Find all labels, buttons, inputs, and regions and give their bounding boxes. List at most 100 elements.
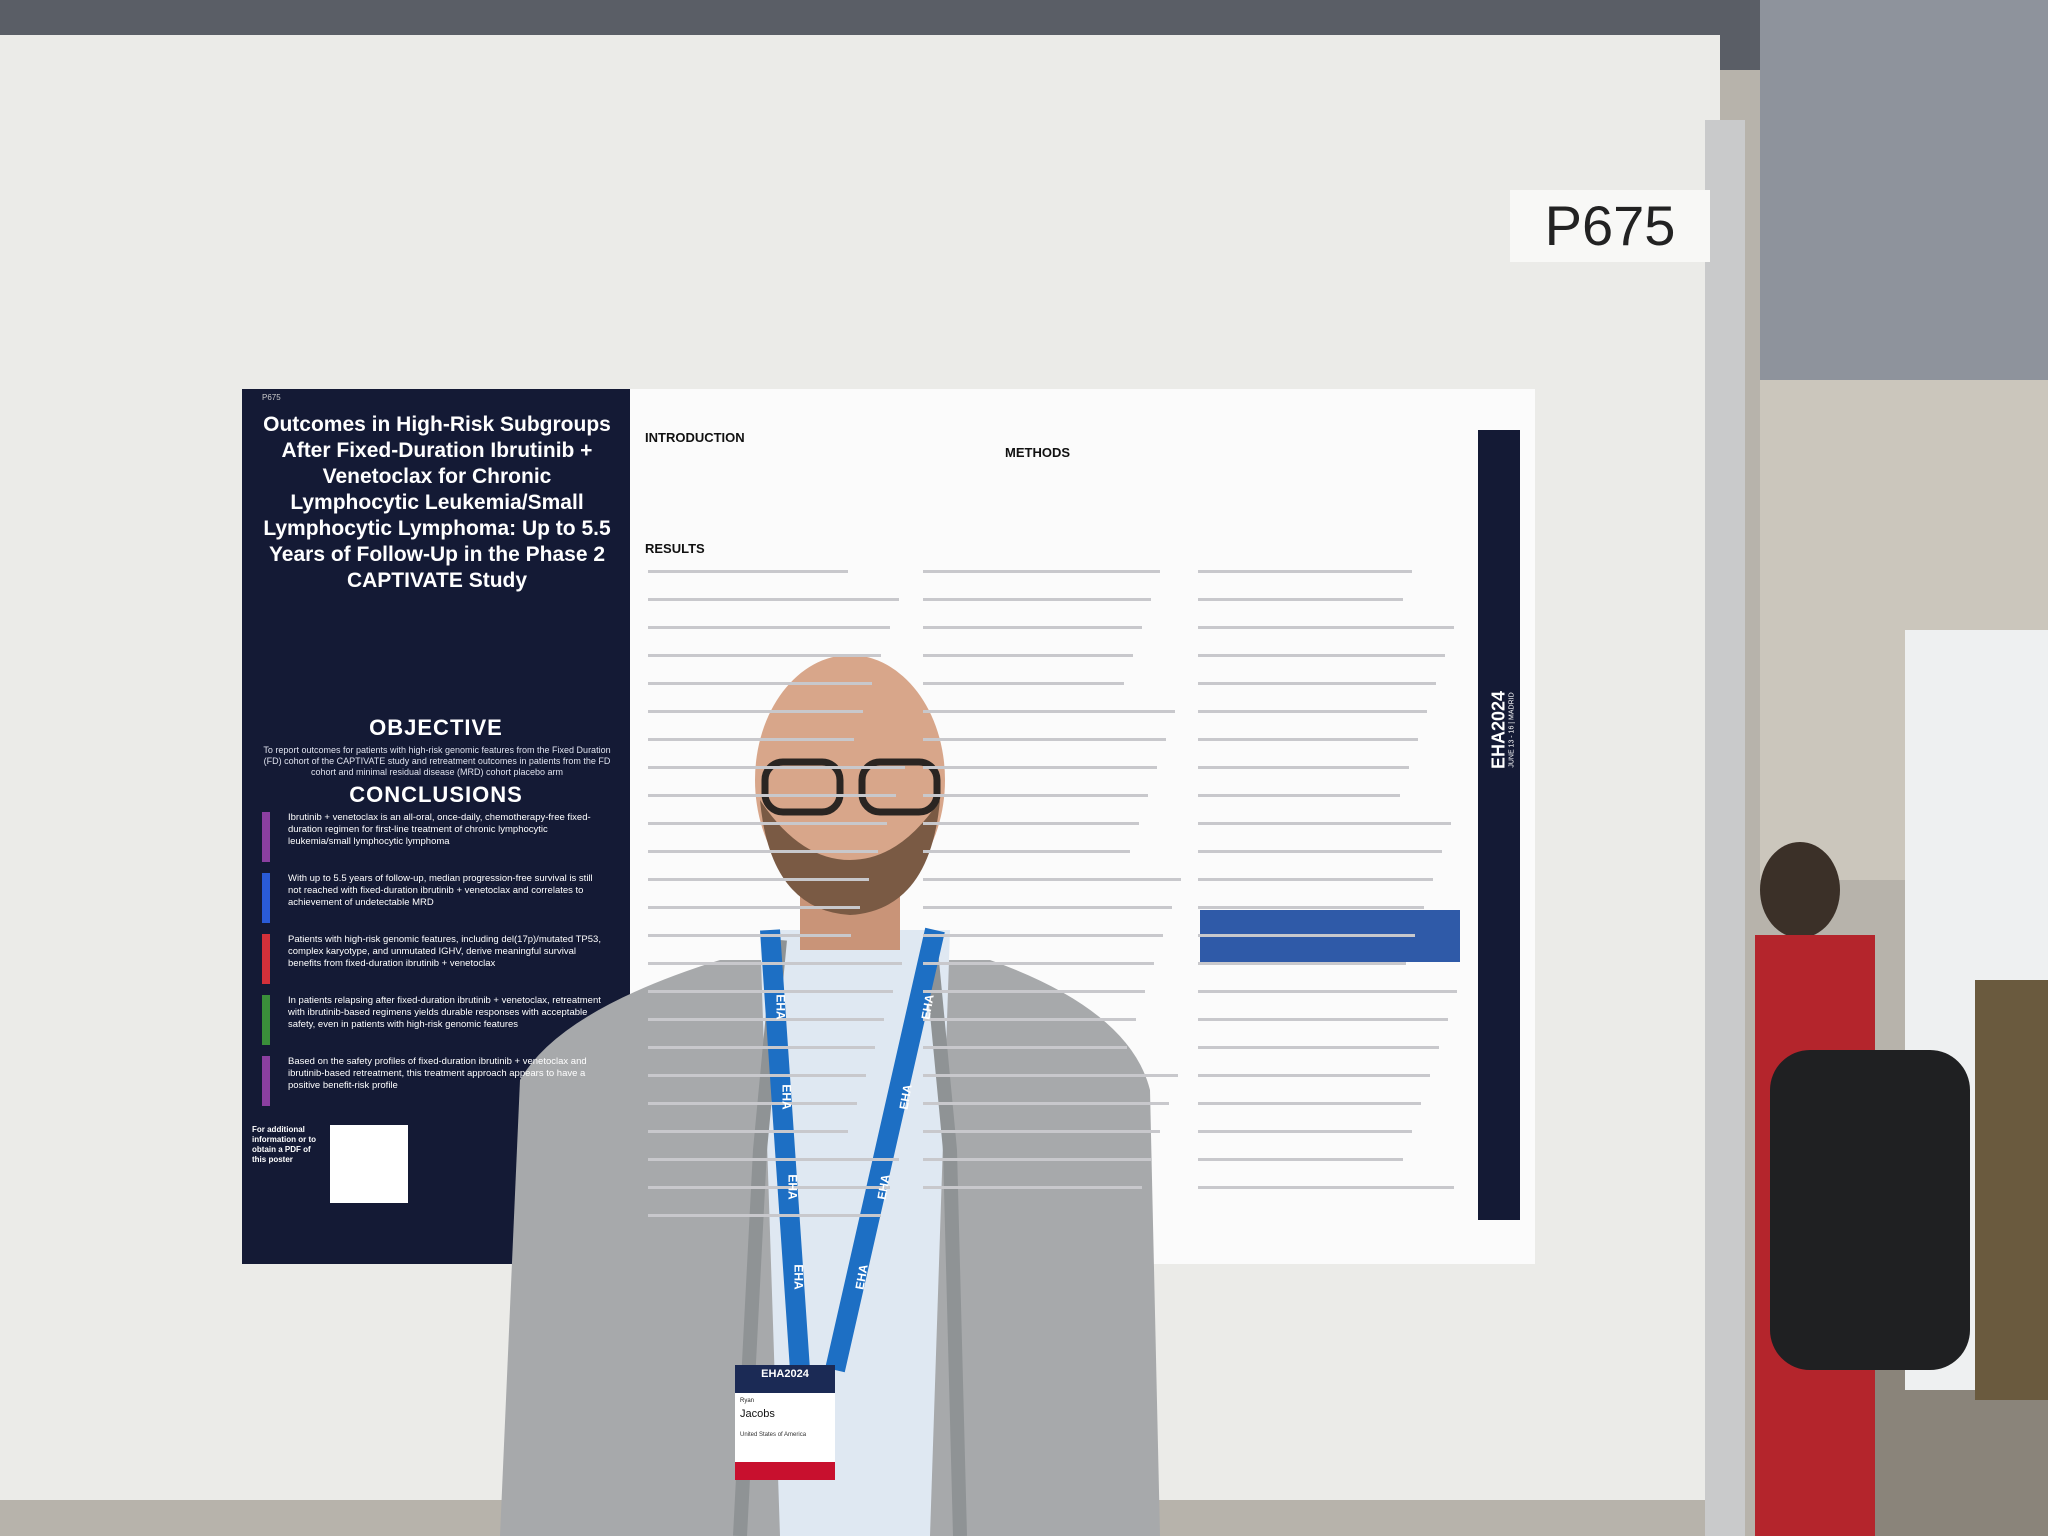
section-heading: INTRODUCTION <box>645 430 745 445</box>
text-line <box>648 1186 890 1189</box>
section-heading: METHODS <box>1005 445 1070 460</box>
text-line <box>1198 1130 1412 1133</box>
text-line <box>1198 1046 1439 1049</box>
conclusion: Ibrutinib + venetoclax is an all-oral, o… <box>262 812 607 862</box>
visitor <box>1975 980 2048 1400</box>
text-line <box>1198 822 1451 825</box>
text-line <box>648 878 869 881</box>
pdf-note: For additional information or to obtain … <box>252 1125 316 1164</box>
text-line <box>1198 1102 1421 1105</box>
objective-text: To report outcomes for patients with hig… <box>263 745 611 777</box>
text-line <box>923 906 1172 909</box>
visitor-head <box>1760 842 1840 938</box>
text-line <box>923 626 1142 629</box>
qr-code <box>330 1125 408 1203</box>
glasses <box>858 758 941 816</box>
text-line <box>648 822 887 825</box>
text-line <box>1198 1018 1448 1021</box>
badge-header <box>735 1365 835 1393</box>
text-line <box>1198 626 1454 629</box>
poster-code: P675 <box>262 393 281 402</box>
text-line <box>1198 598 1403 601</box>
text-line <box>923 1130 1160 1133</box>
text-line <box>923 1102 1169 1105</box>
text-line <box>648 1214 881 1217</box>
text-line <box>923 850 1130 853</box>
lanyard-print: EHA <box>785 1174 800 1200</box>
text-line <box>648 598 899 601</box>
conclusions-heading: CONCLUSIONS <box>349 782 523 807</box>
board-frame <box>1705 120 1745 1536</box>
backpack <box>1770 1050 1970 1370</box>
text-line <box>923 570 1160 573</box>
text-line <box>923 1046 1127 1049</box>
text-line <box>648 1130 848 1133</box>
text-line <box>923 598 1151 601</box>
lanyard-print: EHA <box>773 994 788 1020</box>
text-line <box>1198 710 1427 713</box>
text-line <box>648 766 905 769</box>
text-line <box>923 990 1145 993</box>
text-line <box>923 962 1154 965</box>
lanyard-print: EHA <box>779 1084 794 1110</box>
glasses <box>761 758 844 816</box>
conclusion: Based on the safety profiles of fixed-du… <box>262 1056 607 1106</box>
beard <box>760 800 940 915</box>
objective-heading: OBJECTIVE <box>369 715 503 740</box>
conclusion: In patients relapsing after fixed-durati… <box>262 995 607 1045</box>
text-line <box>648 990 893 993</box>
badge-event: EHA2024 <box>761 1368 809 1380</box>
text-line <box>1198 990 1457 993</box>
text-line <box>648 1102 857 1105</box>
text-line <box>1198 682 1436 685</box>
text-line <box>1198 906 1424 909</box>
hall-ceiling <box>1760 0 2048 380</box>
text-line <box>923 682 1124 685</box>
number-sign <box>1510 190 1710 262</box>
text-line <box>648 1046 875 1049</box>
text-line <box>923 1018 1136 1021</box>
conclusion: Patients with high-risk genomic features… <box>262 934 607 984</box>
badge-country: United States of America <box>740 1432 807 1438</box>
badge-first-name: Ryan <box>740 1398 755 1404</box>
text-line <box>923 766 1157 769</box>
lanyard-print: EHA <box>791 1264 806 1290</box>
text-line <box>923 710 1175 713</box>
text-line <box>923 654 1133 657</box>
text-line <box>648 1018 884 1021</box>
text-line <box>648 710 863 713</box>
poster-number: P675 <box>1544 194 1676 257</box>
text-line <box>1198 766 1409 769</box>
text-line <box>648 934 851 937</box>
text-line <box>1198 1186 1454 1189</box>
text-line <box>648 1074 866 1077</box>
side-banner <box>1478 430 1520 1220</box>
badge-footer <box>735 1462 835 1480</box>
text-line <box>923 738 1166 741</box>
text-line <box>648 794 896 797</box>
text-line <box>648 570 848 573</box>
text-line <box>1198 1158 1403 1161</box>
text-line <box>648 850 878 853</box>
text-line <box>648 654 881 657</box>
text-line <box>1198 878 1433 881</box>
poster-title: Outcomes in High-Risk Subgroups After Fi… <box>263 413 611 592</box>
text-line <box>923 1158 1151 1161</box>
text-line <box>1198 850 1442 853</box>
text-line <box>648 738 854 741</box>
badge-last-name: Jacobs <box>740 1408 775 1420</box>
text-line <box>923 934 1163 937</box>
lanyard <box>760 927 945 1373</box>
text-line <box>1198 570 1412 573</box>
text-line <box>1198 738 1418 741</box>
section-heading: RESULTS <box>645 541 705 556</box>
text-line <box>923 794 1148 797</box>
text-line <box>1198 794 1400 797</box>
text-line <box>648 906 860 909</box>
side-banner-title: EHA2024 <box>1488 690 1509 770</box>
head <box>755 655 945 905</box>
text-line <box>923 878 1181 881</box>
text-line <box>648 682 872 685</box>
text-line <box>1198 1074 1430 1077</box>
